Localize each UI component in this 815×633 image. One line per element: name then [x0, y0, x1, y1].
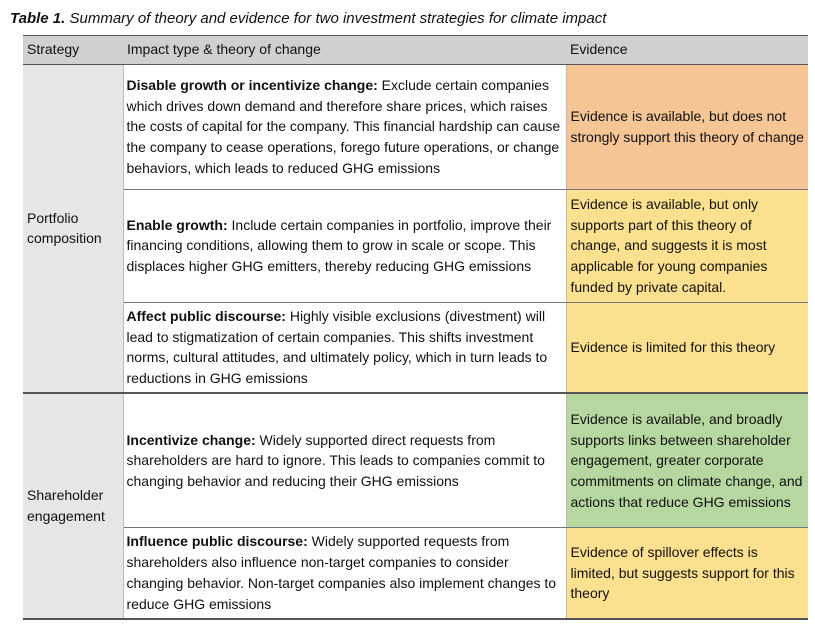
impact-cell: Enable growth: Include certain companies… — [123, 189, 567, 303]
impact-title: Enable growth: — [126, 216, 228, 233]
table-row: Enable growth: Include certain companies… — [23, 189, 808, 303]
summary-table: Strategy Impact type & theory of change … — [23, 35, 808, 620]
caption-label: Table 1. — [10, 10, 66, 27]
header-row: Strategy Impact type & theory of change … — [23, 35, 808, 65]
impact-text: Exclude certain companies which drives d… — [126, 76, 561, 176]
impact-text: Widely supported requests from sharehold… — [126, 533, 557, 612]
header-evidence: Evidence — [566, 35, 808, 65]
impact-text: Include certain companies in portfolio, … — [126, 216, 552, 275]
table-caption: Table 1. Summary of theory and evidence … — [10, 10, 810, 27]
header-impact: Impact type & theory of change — [123, 35, 566, 65]
impact-cell: Affect public discourse: Highly visible … — [123, 302, 567, 394]
header-strategy: Strategy — [23, 35, 123, 65]
impact-cell: Disable growth or incentivize change: Ex… — [123, 64, 567, 190]
impact-cell: Influence public discourse: Widely suppo… — [123, 527, 567, 620]
impact-text: Widely supported direct requests from sh… — [126, 431, 545, 490]
evidence-cell: Evidence is available, and broadly suppo… — [566, 392, 808, 529]
impact-title: Influence public discourse: — [126, 533, 308, 550]
table-row: Shareholder engagement Incentivize chang… — [23, 392, 808, 620]
evidence-cell: Evidence is available, but does not stro… — [566, 64, 808, 190]
impact-cell: Incentivize change: Widely supported dir… — [123, 392, 567, 529]
evidence-cell: Evidence is available, but only supports… — [566, 189, 808, 303]
strategy-cell: Shareholder engagement — [23, 392, 124, 620]
evidence-cell: Evidence of spillover effects is limited… — [566, 527, 808, 620]
impact-title: Affect public discourse: — [126, 307, 286, 324]
impact-title: Disable growth or incentivize change: — [126, 76, 378, 93]
impact-text: Highly visible exclusions (divestment) w… — [126, 307, 548, 387]
table-row: Influence public discourse: Widely suppo… — [23, 527, 808, 620]
impact-title: Incentivize change: — [126, 431, 256, 448]
strategy-cell: Portfolio composition — [23, 64, 124, 394]
evidence-cell: Evidence is limited for this theory — [566, 302, 808, 394]
table-row: Portfolio composition Disable growth or … — [23, 64, 808, 394]
caption-text: Summary of theory and evidence for two i… — [69, 10, 607, 27]
table-row: Affect public discourse: Highly visible … — [23, 302, 808, 394]
